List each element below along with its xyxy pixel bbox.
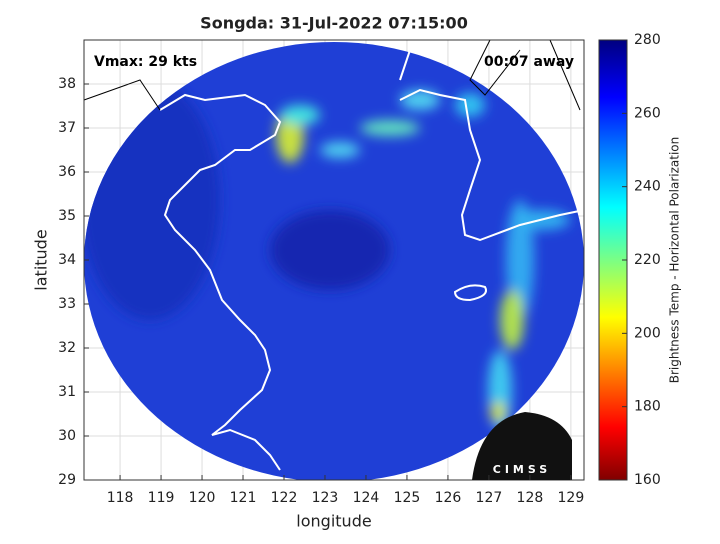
- x-axis-label: longitude: [296, 512, 371, 531]
- colorbar-tick-label: 180: [634, 399, 661, 415]
- colorbar-tick-label: 260: [634, 105, 661, 121]
- x-tick-label: 122: [271, 490, 298, 506]
- vmax-annotation: Vmax: 29 kts: [94, 54, 197, 70]
- x-tick-label: 124: [353, 490, 380, 506]
- x-tick-label: 126: [435, 490, 462, 506]
- x-tick-label: 125: [394, 490, 421, 506]
- y-tick-label: 29: [58, 472, 76, 488]
- logo-text: CIMSS: [493, 463, 551, 476]
- outer-coastline: [83, 39, 581, 111]
- y-tick-label: 38: [58, 76, 76, 92]
- y-tick-label: 36: [58, 164, 76, 180]
- x-tick-label: 127: [476, 490, 503, 506]
- y-tick-label: 31: [58, 384, 76, 400]
- x-tick-label: 120: [189, 490, 216, 506]
- colorbar-tick-label: 240: [634, 179, 661, 195]
- x-tick-label: 129: [558, 490, 585, 506]
- y-tick-label: 33: [58, 296, 76, 312]
- colorbar-tick-label: 220: [634, 252, 661, 268]
- y-tick-label: 30: [58, 428, 76, 444]
- colorbar-tick-label: 160: [634, 472, 661, 488]
- x-tick-label: 121: [230, 490, 257, 506]
- colorbar-tick-label: 280: [634, 32, 661, 48]
- y-tick-label: 35: [58, 208, 76, 224]
- time-annotation: 00:07 away: [484, 54, 574, 70]
- x-tick-label: 128: [517, 490, 544, 506]
- y-tick-label: 32: [58, 340, 76, 356]
- coastline: [159, 39, 585, 471]
- colorbar-label: Brightness Temp - Horizontal Polarizatio…: [668, 137, 682, 384]
- y-tick-label: 34: [58, 252, 76, 268]
- x-tick-label: 118: [107, 490, 134, 506]
- cimss-logo: CIMSS: [472, 412, 572, 480]
- x-tick-label: 123: [312, 490, 339, 506]
- y-axis-label: latitude: [32, 229, 51, 290]
- satellite-swath: [84, 42, 584, 480]
- colorbar-tick-label: 200: [634, 325, 661, 341]
- y-tick-label: 37: [58, 120, 76, 136]
- title: Songda: 31-Jul-2022 07:15:00: [200, 14, 468, 33]
- x-tick-label: 119: [148, 490, 175, 506]
